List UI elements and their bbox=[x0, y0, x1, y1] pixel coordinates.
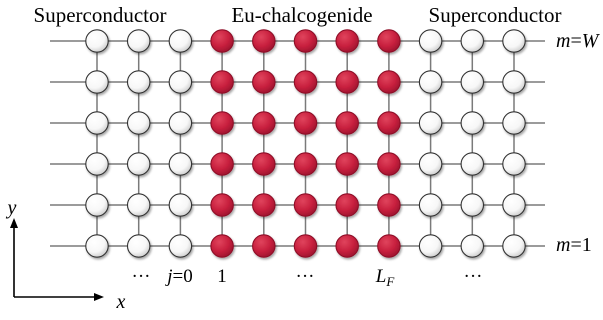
ferromagnet-site bbox=[252, 29, 276, 53]
ferromagnet-site bbox=[210, 29, 234, 53]
ferromagnet-site bbox=[377, 152, 401, 176]
ferromagnet-site bbox=[210, 111, 234, 135]
column-label-one: 1 bbox=[217, 266, 227, 287]
superconductor-site bbox=[85, 111, 109, 135]
superconductor-site bbox=[418, 70, 443, 94]
ferromagnet-site bbox=[335, 152, 359, 176]
column-label-dots-mid: ··· bbox=[296, 266, 315, 287]
ferromagnet-site bbox=[335, 29, 359, 53]
coordinate-axes: y x bbox=[6, 197, 126, 313]
superconductor-site bbox=[126, 29, 151, 53]
superconductor-site bbox=[418, 193, 443, 217]
ferromagnet-site bbox=[293, 152, 318, 176]
superconductor-site bbox=[168, 193, 193, 217]
ferromagnet-site bbox=[377, 29, 401, 53]
ferromagnet-site bbox=[377, 193, 401, 217]
ferromagnet-site bbox=[335, 111, 359, 135]
superconductor-site bbox=[85, 193, 109, 217]
superconductor-site bbox=[460, 29, 485, 53]
ferromagnet-site bbox=[252, 234, 276, 258]
ferromagnet-site bbox=[210, 193, 234, 217]
ferromagnet-site bbox=[293, 111, 318, 135]
superconductor-site bbox=[502, 70, 526, 94]
region-label-eu-chalcogenide: Eu-chalcogenide bbox=[231, 3, 372, 27]
superconductor-site bbox=[168, 29, 193, 53]
superconductor-site bbox=[502, 234, 526, 258]
ferromagnet-site bbox=[293, 193, 318, 217]
ferromagnet-site bbox=[335, 193, 359, 217]
superconductor-site bbox=[460, 111, 485, 135]
ferromagnet-site bbox=[293, 234, 318, 258]
y-axis-arrowhead bbox=[10, 218, 18, 228]
x-axis-label: x bbox=[116, 291, 126, 313]
superconductor-site bbox=[126, 152, 151, 176]
ferromagnet-site bbox=[252, 70, 276, 94]
superconductor-site bbox=[418, 152, 443, 176]
ferromagnet-site bbox=[335, 70, 359, 94]
lattice-sites bbox=[85, 29, 526, 258]
ferromagnet-site bbox=[377, 234, 401, 258]
column-label-j0: j=0 bbox=[164, 266, 193, 287]
superconductor-site bbox=[502, 152, 526, 176]
ferromagnet-site bbox=[252, 152, 276, 176]
row-label-bottom: m=1 bbox=[556, 234, 592, 256]
ferromagnet-site bbox=[210, 234, 234, 258]
row-label-top: m=W bbox=[556, 30, 601, 52]
superconductor-site bbox=[126, 70, 151, 94]
superconductor-site bbox=[85, 234, 109, 258]
ferromagnet-site bbox=[335, 234, 359, 258]
ferromagnet-site bbox=[252, 111, 276, 135]
column-label-dots-right: ··· bbox=[464, 266, 483, 287]
ferromagnet-site bbox=[210, 152, 234, 176]
column-label-lf: LF bbox=[375, 266, 396, 289]
superconductor-site bbox=[126, 111, 151, 135]
ferromagnet-site bbox=[210, 70, 234, 94]
superconductor-site bbox=[168, 70, 193, 94]
superconductor-site bbox=[418, 29, 443, 53]
ferromagnet-site bbox=[293, 70, 318, 94]
superconductor-site bbox=[460, 70, 485, 94]
superconductor-site bbox=[418, 111, 443, 135]
superconductor-site bbox=[168, 152, 193, 176]
y-axis-label: y bbox=[6, 197, 17, 219]
superconductor-site bbox=[502, 193, 526, 217]
x-axis-arrowhead bbox=[94, 293, 104, 301]
ferromagnet-site bbox=[377, 70, 401, 94]
ferromagnet-site bbox=[377, 111, 401, 135]
superconductor-site bbox=[85, 152, 109, 176]
superconductor-site bbox=[502, 29, 526, 53]
superconductor-site bbox=[126, 193, 151, 217]
superconductor-site bbox=[460, 234, 485, 258]
superconductor-site bbox=[168, 234, 193, 258]
ferromagnet-site bbox=[293, 29, 318, 53]
region-label-left-superconductor: Superconductor bbox=[34, 3, 167, 27]
superconductor-site bbox=[168, 111, 193, 135]
column-label-dots-left: ··· bbox=[132, 266, 151, 287]
superconductor-site bbox=[502, 111, 526, 135]
superconductor-site bbox=[460, 193, 485, 217]
superconductor-site bbox=[85, 29, 109, 53]
superconductor-site bbox=[418, 234, 443, 258]
superconductor-site bbox=[85, 70, 109, 94]
region-label-right-superconductor: Superconductor bbox=[429, 3, 562, 27]
superconductor-site bbox=[460, 152, 485, 176]
superconductor-site bbox=[126, 234, 151, 258]
ferromagnet-site bbox=[252, 193, 276, 217]
